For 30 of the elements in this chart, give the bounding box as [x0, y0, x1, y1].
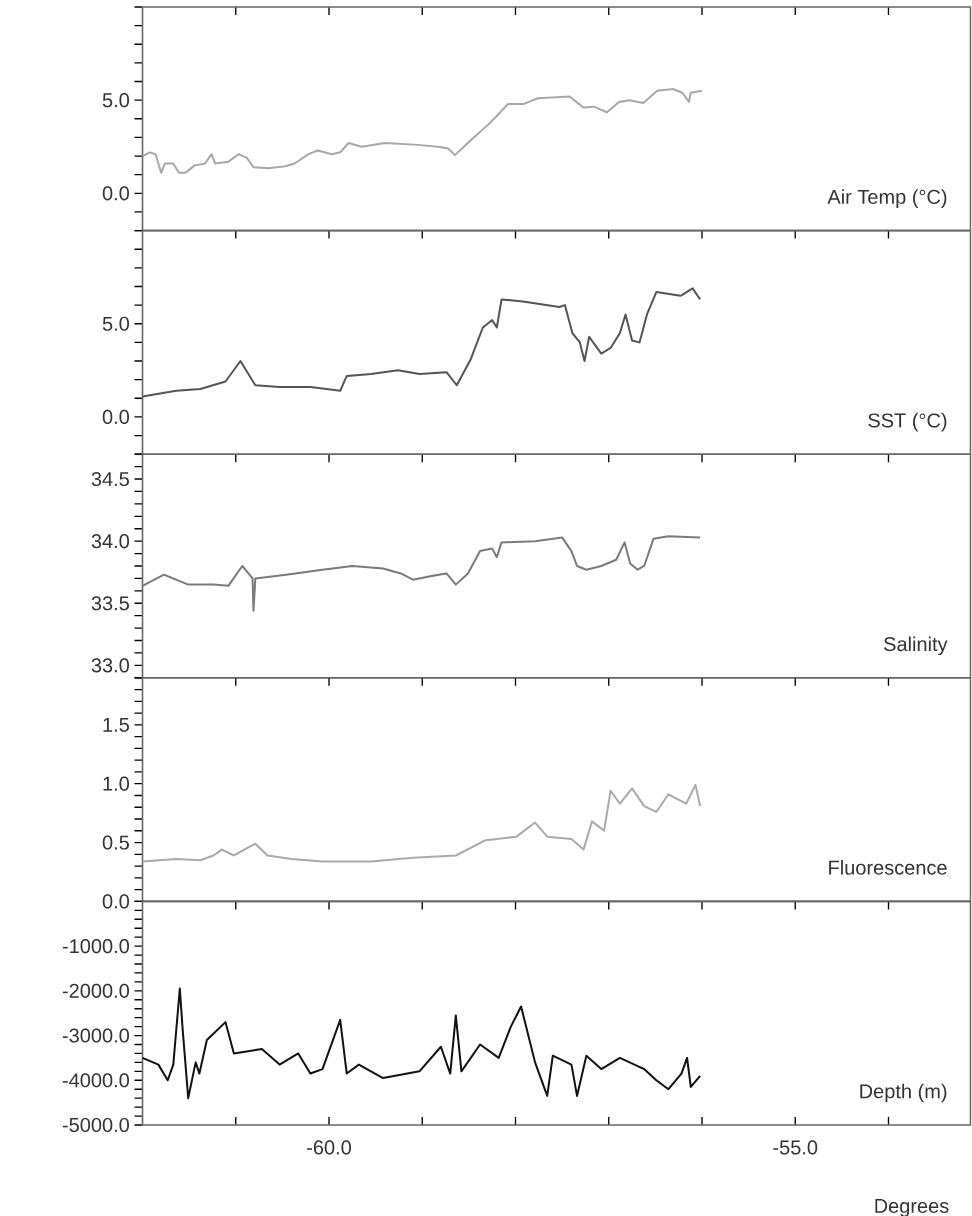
y-axis-title: Salinity: [884, 636, 948, 656]
x-axis-title: Degrees: [875, 1199, 949, 1216]
y-tick-label: 0.0: [103, 409, 130, 424]
y-axis-title: SST (°C): [868, 412, 947, 432]
y-tick-label: 0.5: [103, 835, 130, 850]
y-tick-label: -3000.0: [63, 1028, 130, 1043]
y-tick-label: 0.0: [103, 894, 130, 909]
y-tick-label: 34.0: [91, 534, 130, 549]
y-tick-label: -1000.0: [63, 939, 130, 954]
line-series: [141, 535, 702, 612]
y-tick-label: 34.5: [91, 471, 130, 487]
line-series: [141, 87, 704, 174]
y-tick-label: -5000.0: [63, 1117, 130, 1133]
y-tick-label: -2000.0: [63, 983, 130, 998]
y-tick-label: 5.0: [103, 316, 130, 331]
y-tick-label: 1.5: [103, 717, 130, 732]
y-tick-label: 1.0: [103, 776, 130, 791]
y-axis-title: Air Temp (°C): [827, 189, 947, 208]
line-series: [141, 287, 702, 398]
x-tick-label: -60.0: [307, 1140, 352, 1155]
y-tick-label: -4000.0: [63, 1073, 130, 1088]
y-tick-label: 33.0: [91, 658, 130, 673]
x-tick-label: -55.0: [773, 1140, 818, 1155]
y-tick-label: 0.0: [103, 186, 130, 201]
y-tick-label: 5.0: [103, 93, 130, 108]
y-tick-label: 33.5: [91, 596, 130, 611]
y-axis-title: Depth (m): [860, 1083, 947, 1103]
line-series: [141, 987, 702, 1100]
y-axis-title: Fluorescence: [829, 860, 947, 875]
line-series: [141, 783, 702, 863]
